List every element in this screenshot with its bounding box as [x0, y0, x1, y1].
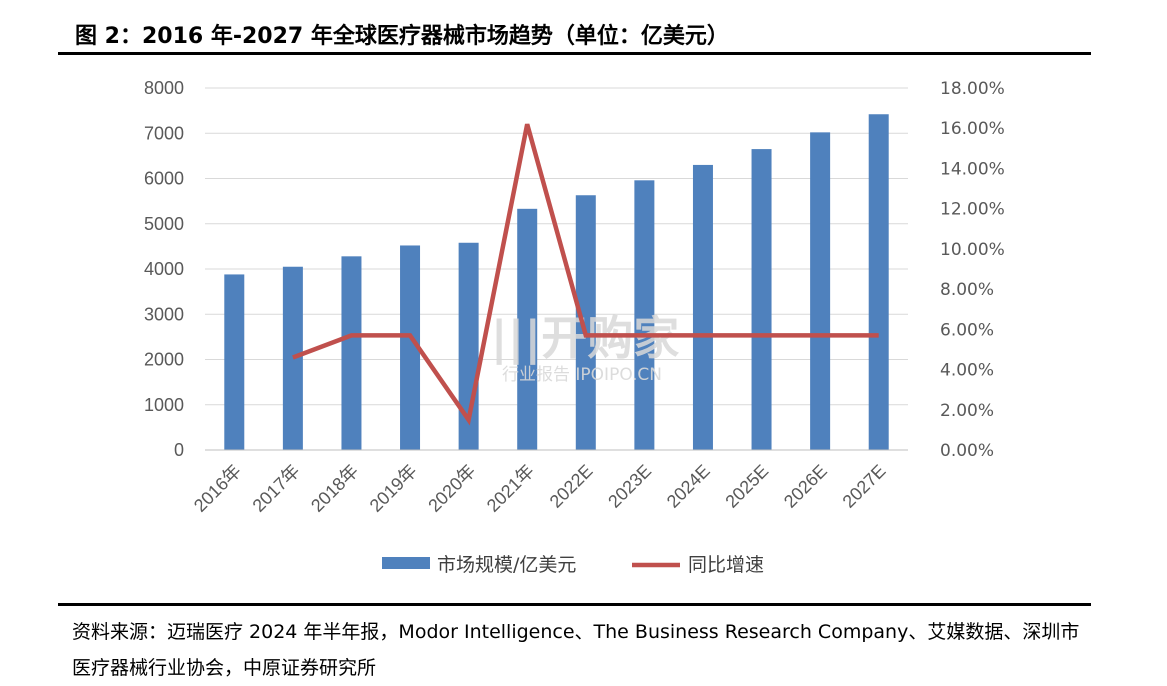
x-tick-label: 2023E — [604, 461, 655, 512]
y-tick-label: 4000 — [144, 259, 184, 279]
x-tick-label: 2024E — [663, 461, 714, 512]
legend-line-label: 同比增速 — [688, 554, 764, 576]
bar — [810, 132, 830, 450]
y-tick-label: 6000 — [144, 169, 184, 189]
y-tick-label: 5000 — [144, 214, 184, 234]
bar — [752, 149, 772, 450]
x-tick-label: 2019年 — [366, 461, 421, 516]
y-tick-label: 3000 — [144, 304, 184, 324]
x-tick-label: 2020年 — [424, 461, 479, 516]
y2-tick-label: 10.00% — [940, 240, 1005, 260]
x-tick-label: 2018年 — [307, 461, 362, 516]
x-tick-label: 2026E — [780, 461, 831, 512]
y2-tick-label: 4.00% — [940, 361, 994, 381]
watermark-subtext: 行业报告 IPOIPO.CN — [502, 365, 662, 385]
y2-tick-label: 12.00% — [940, 200, 1005, 220]
x-tick-label: 2022E — [546, 461, 597, 512]
y-tick-label: 8000 — [144, 78, 184, 98]
watermark-text: |||开购家 — [491, 311, 679, 366]
bar — [283, 267, 303, 450]
x-tick-label: 2017年 — [249, 461, 304, 516]
bottom-rule — [58, 603, 1091, 606]
y-tick-label: 7000 — [144, 123, 184, 143]
x-tick-label: 2021年 — [483, 461, 538, 516]
y2-tick-label: 6.00% — [940, 320, 994, 340]
x-tick-label: 2016年 — [190, 461, 245, 516]
x-tick-label: 2025E — [721, 461, 772, 512]
source-note: 资料来源：迈瑞医疗 2024 年半年报，Modor Intelligence、T… — [72, 614, 1092, 686]
y2-tick-label: 8.00% — [940, 280, 994, 300]
y2-tick-label: 14.00% — [940, 159, 1005, 179]
legend-bar-label: 市场规模/亿美元 — [437, 554, 576, 576]
y2-tick-label: 18.00% — [940, 79, 1005, 99]
y-tick-label: 0 — [174, 440, 184, 460]
bar — [341, 256, 361, 450]
bar — [869, 114, 889, 450]
bar — [224, 274, 244, 450]
y2-tick-label: 16.00% — [940, 119, 1005, 139]
y-tick-label: 1000 — [144, 395, 184, 415]
y-tick-label: 2000 — [144, 350, 184, 370]
bar — [693, 165, 713, 450]
y2-tick-label: 2.00% — [940, 401, 994, 421]
y2-tick-label: 0.00% — [940, 441, 994, 461]
legend-bar-swatch — [382, 557, 430, 569]
x-tick-label: 2027E — [839, 461, 890, 512]
